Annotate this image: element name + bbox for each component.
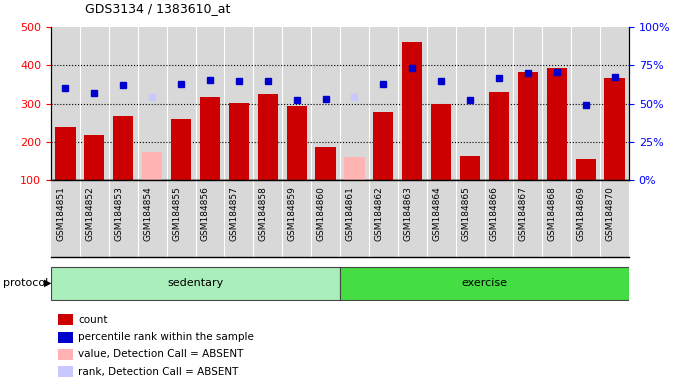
Text: sedentary: sedentary xyxy=(167,278,224,288)
Bar xyxy=(109,27,137,180)
Bar xyxy=(51,27,80,180)
Bar xyxy=(84,135,105,180)
Bar xyxy=(171,119,191,180)
Text: GSM184855: GSM184855 xyxy=(172,187,181,242)
Bar xyxy=(311,27,340,180)
Bar xyxy=(167,27,196,180)
Text: GSM184851: GSM184851 xyxy=(56,187,65,242)
Text: GSM184857: GSM184857 xyxy=(230,187,239,242)
Text: GSM184862: GSM184862 xyxy=(375,187,384,242)
Bar xyxy=(547,68,567,180)
Bar xyxy=(253,27,282,180)
Text: GSM184854: GSM184854 xyxy=(143,187,152,242)
Bar xyxy=(398,27,427,180)
Bar xyxy=(460,156,480,180)
Text: GSM184868: GSM184868 xyxy=(548,187,557,242)
Text: percentile rank within the sample: percentile rank within the sample xyxy=(78,332,254,342)
Text: GSM184866: GSM184866 xyxy=(490,187,499,242)
Bar xyxy=(258,94,278,180)
Bar xyxy=(200,97,220,180)
Text: GSM184869: GSM184869 xyxy=(577,187,585,242)
Text: GSM184856: GSM184856 xyxy=(201,187,210,242)
Text: GSM184852: GSM184852 xyxy=(86,187,95,242)
Bar xyxy=(369,27,398,180)
Text: GSM184859: GSM184859 xyxy=(288,187,296,242)
Bar xyxy=(402,42,422,180)
Text: count: count xyxy=(78,315,107,325)
Bar xyxy=(456,27,484,180)
Bar xyxy=(600,27,629,180)
Text: GSM184867: GSM184867 xyxy=(519,187,528,242)
Bar xyxy=(571,27,600,180)
Bar xyxy=(484,27,513,180)
Bar xyxy=(113,116,133,180)
Bar xyxy=(575,159,596,180)
Bar xyxy=(427,27,456,180)
Text: rank, Detection Call = ABSENT: rank, Detection Call = ABSENT xyxy=(78,367,239,377)
Bar xyxy=(142,152,163,180)
Text: value, Detection Call = ABSENT: value, Detection Call = ABSENT xyxy=(78,349,243,359)
Text: GSM184865: GSM184865 xyxy=(461,187,470,242)
Bar xyxy=(340,267,629,300)
Bar xyxy=(513,27,543,180)
Bar xyxy=(282,27,311,180)
Text: protocol: protocol xyxy=(3,278,49,288)
Bar xyxy=(55,127,75,180)
Text: GDS3134 / 1383610_at: GDS3134 / 1383610_at xyxy=(85,2,231,15)
Bar xyxy=(489,92,509,180)
Bar xyxy=(517,72,538,180)
Text: exercise: exercise xyxy=(462,278,507,288)
Bar xyxy=(605,78,625,180)
Text: GSM184861: GSM184861 xyxy=(345,187,354,242)
Bar xyxy=(196,27,224,180)
Bar xyxy=(373,112,394,180)
Bar xyxy=(80,27,109,180)
Bar xyxy=(340,27,369,180)
Bar xyxy=(286,106,307,180)
Text: GSM184858: GSM184858 xyxy=(259,187,268,242)
Bar xyxy=(228,103,249,180)
Bar xyxy=(344,157,364,180)
Text: GSM184853: GSM184853 xyxy=(114,187,123,242)
Text: GSM184870: GSM184870 xyxy=(606,187,615,242)
Bar xyxy=(316,147,336,180)
Bar xyxy=(224,27,254,180)
Bar xyxy=(137,27,167,180)
Bar xyxy=(431,104,452,180)
Text: ▶: ▶ xyxy=(44,278,52,288)
Text: GSM184860: GSM184860 xyxy=(317,187,326,242)
Text: GSM184864: GSM184864 xyxy=(432,187,441,242)
Bar xyxy=(51,267,340,300)
Bar xyxy=(543,27,571,180)
Text: GSM184863: GSM184863 xyxy=(403,187,412,242)
